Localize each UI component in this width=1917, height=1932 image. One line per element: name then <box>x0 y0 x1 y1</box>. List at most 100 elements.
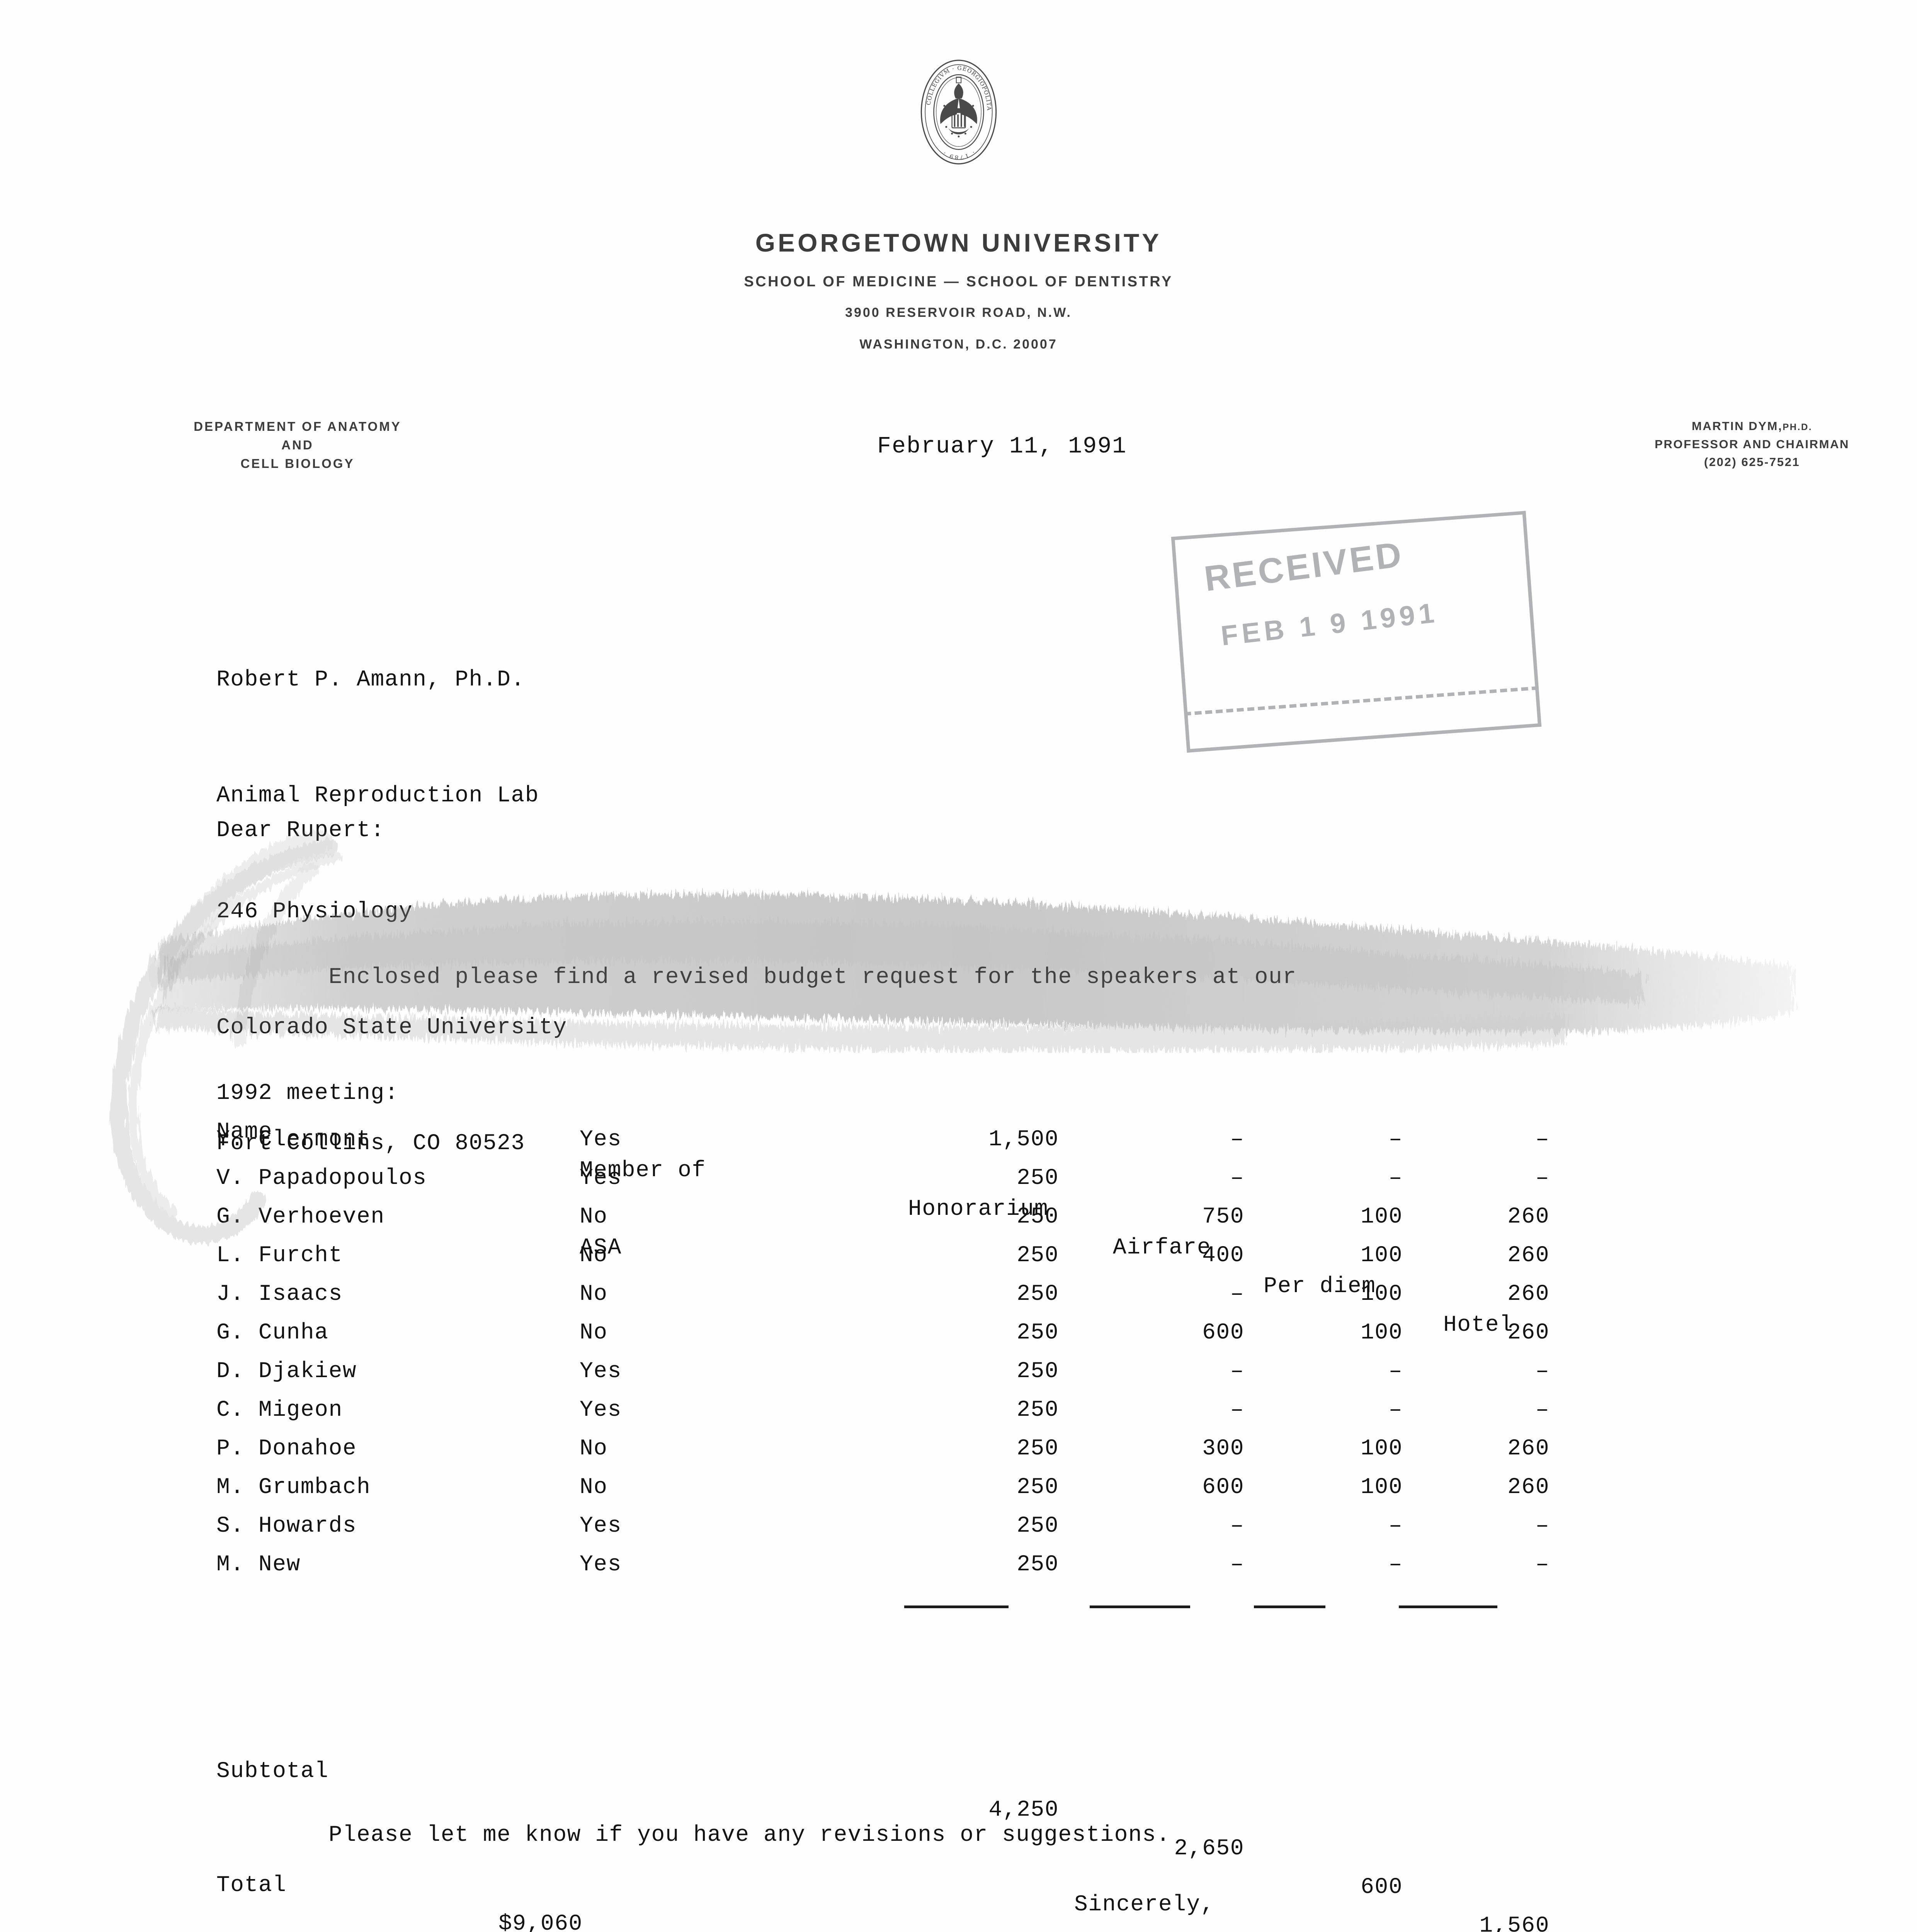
cell-hotel: – <box>1535 1127 1550 1152</box>
cell-airfare: 750 <box>1202 1204 1244 1230</box>
cell-honorarium: 250 <box>1017 1282 1059 1307</box>
cell-honorarium: 250 <box>1017 1475 1059 1500</box>
cell-per-diem: 100 <box>1361 1320 1403 1345</box>
cell-airfare: 400 <box>1202 1243 1244 1268</box>
cell-asa: No <box>580 1320 608 1345</box>
cell-airfare: – <box>1230 1359 1244 1384</box>
cell-honorarium: 250 <box>1017 1552 1059 1577</box>
cell-per-diem: – <box>1388 1514 1403 1539</box>
contact-phone: (202) 625-7521 <box>1704 455 1800 469</box>
cell-per-diem: – <box>1388 1127 1403 1152</box>
header-member-asa-2: ASA <box>580 1235 622 1260</box>
subtotal-hotel: 1,560 <box>1479 1913 1550 1932</box>
cell-honorarium: 250 <box>1017 1243 1059 1268</box>
cell-per-diem: – <box>1388 1359 1403 1384</box>
cell-name: L. Furcht <box>216 1243 343 1268</box>
cell-airfare: – <box>1230 1127 1244 1152</box>
cell-per-diem: 100 <box>1361 1475 1403 1500</box>
cell-airfare: – <box>1230 1552 1244 1577</box>
georgetown-seal-icon: COLLEGIVM · GEORGIOPOLITANVM · 1789 · <box>910 52 997 165</box>
cell-hotel: 260 <box>1507 1282 1550 1307</box>
contact-title: PROFESSOR AND CHAIRMAN <box>1655 437 1849 451</box>
cell-asa: Yes <box>580 1514 622 1539</box>
cell-asa: No <box>580 1204 608 1230</box>
cell-hotel: 260 <box>1507 1475 1550 1500</box>
cell-airfare: 600 <box>1202 1320 1244 1345</box>
cell-name: G. Cunha <box>216 1320 329 1345</box>
cell-asa: Yes <box>580 1398 622 1423</box>
letterhead-university: GEORGETOWN UNIVERSITY <box>755 228 1162 257</box>
letterhead-city: WASHINGTON, D.C. 20007 <box>859 337 1058 352</box>
cell-asa: Yes <box>580 1552 622 1577</box>
department-line-2: AND <box>281 437 314 452</box>
cell-per-diem: – <box>1388 1166 1403 1191</box>
cell-hotel: – <box>1535 1514 1550 1539</box>
subtotal-rule-per-diem <box>1254 1605 1325 1608</box>
subtotal-per-diem: 600 <box>1361 1875 1403 1900</box>
total-amount: $9,060 <box>498 1912 583 1932</box>
cell-honorarium: 250 <box>1017 1514 1059 1539</box>
cell-name: S. Howards <box>216 1514 357 1539</box>
closing-line: Sincerely, <box>1074 1892 1215 1917</box>
cell-name: M. Grumbach <box>216 1475 371 1500</box>
header-airfare: Airfare <box>1113 1235 1211 1260</box>
cell-asa: No <box>580 1282 608 1307</box>
contact-name: MARTIN DYM, <box>1691 419 1783 433</box>
cell-asa: No <box>580 1243 608 1268</box>
cell-honorarium: 250 <box>1017 1166 1059 1191</box>
cell-airfare: – <box>1230 1282 1244 1307</box>
cell-name: G. Verhoeven <box>216 1204 385 1230</box>
cell-hotel: 260 <box>1507 1204 1550 1230</box>
cell-per-diem: 100 <box>1361 1436 1403 1461</box>
cell-name: J. Isaacs <box>216 1282 343 1307</box>
subtotal-label: Subtotal <box>216 1759 329 1784</box>
department-block: DEPARTMENT OF ANATOMY AND CELL BIOLOGY <box>83 417 512 473</box>
letterhead-schools: SCHOOL OF MEDICINE — SCHOOL OF DENTISTRY <box>744 274 1173 290</box>
cell-airfare: – <box>1230 1166 1244 1191</box>
cell-airfare: – <box>1230 1398 1244 1423</box>
cell-airfare: – <box>1230 1514 1244 1539</box>
cell-asa: Yes <box>580 1127 622 1152</box>
header-honorarium: Honorarium <box>908 1197 1049 1222</box>
subtotal-rule-airfare <box>1090 1605 1190 1608</box>
cell-name: V. Papadopoulos <box>216 1166 427 1191</box>
cell-hotel: 260 <box>1507 1320 1550 1345</box>
header-member-asa: Member of <box>580 1158 706 1183</box>
subtotal-rule-honorarium <box>904 1605 1009 1608</box>
cell-per-diem: – <box>1388 1398 1403 1423</box>
received-stamp: RECEIVED FEB 1 9 1991 <box>1171 511 1542 753</box>
cell-name: C. Migeon <box>216 1398 343 1423</box>
contact-block: MARTIN DYM,PH.D. PROFESSOR AND CHAIRMAN … <box>1655 417 1849 471</box>
cell-honorarium: 250 <box>1017 1359 1059 1384</box>
cell-hotel: 260 <box>1507 1243 1550 1268</box>
subtotal-row: Subtotal 4,250 2,650 600 1,560 <box>216 1636 1549 1932</box>
recipient-line-1: Robert P. Amann, Ph.D. <box>216 667 525 692</box>
subtotal-rule-hotel <box>1399 1605 1497 1608</box>
cell-per-diem: 100 <box>1361 1204 1403 1230</box>
department-line-3: CELL BIOLOGY <box>240 456 355 471</box>
header-per-diem: Per diem <box>1264 1274 1376 1299</box>
recipient-line-2: Animal Reproduction Lab <box>216 783 539 808</box>
cell-honorarium: 250 <box>1017 1398 1059 1423</box>
cell-honorarium: 1,500 <box>988 1127 1059 1152</box>
cell-per-diem: 100 <box>1361 1282 1403 1307</box>
cell-name: P. Donahoe <box>216 1436 357 1461</box>
letter-date: February 11, 1991 <box>877 434 1127 460</box>
cell-name: D. Djakiew <box>216 1359 357 1384</box>
paragraph-1-line-2: 1992 meeting: <box>216 1081 399 1106</box>
cell-per-diem: 100 <box>1361 1243 1403 1268</box>
cell-hotel: 260 <box>1507 1436 1550 1461</box>
cell-hotel: – <box>1535 1359 1550 1384</box>
total-row: Total $9,060 <box>216 1750 582 1932</box>
cell-honorarium: 250 <box>1017 1436 1059 1461</box>
total-label: Total <box>216 1873 287 1898</box>
cell-hotel: – <box>1535 1166 1550 1191</box>
contact-name-line: MARTIN DYM,PH.D. <box>1655 417 1849 435</box>
cell-honorarium: 250 <box>1017 1204 1059 1230</box>
cell-asa: No <box>580 1436 608 1461</box>
cell-per-diem: – <box>1388 1552 1403 1577</box>
subtotal-airfare: 2,650 <box>1174 1836 1244 1861</box>
cell-hotel: – <box>1535 1552 1550 1577</box>
salutation: Dear Rupert: <box>216 818 385 843</box>
